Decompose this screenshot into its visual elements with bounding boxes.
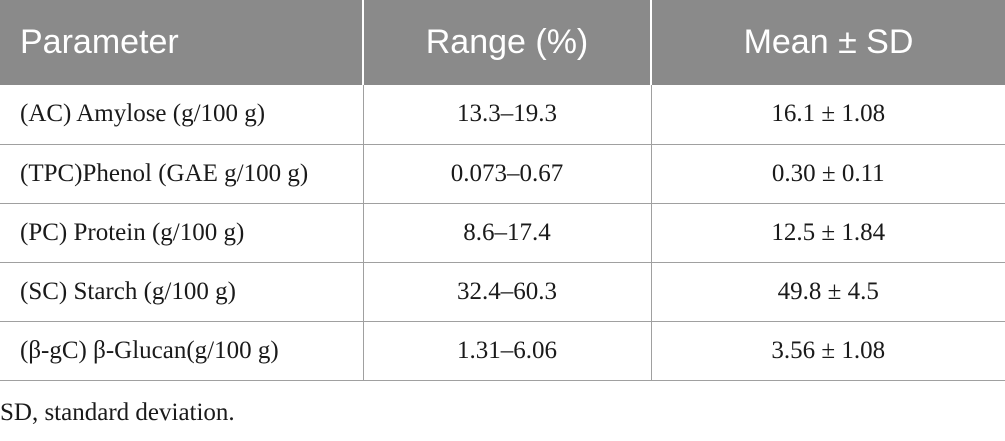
header-row: Parameter Range (%) Mean ± SD [0,0,1005,85]
table-row: (PC) Protein (g/100 g) 8.6–17.4 12.5 ± 1… [0,203,1005,263]
table-body: (AC) Amylose (g/100 g) 13.3–19.3 16.1 ± … [0,85,1005,381]
cell-parameter: (PC) Protein (g/100 g) [0,203,364,263]
cell-mean-sd: 12.5 ± 1.84 [651,203,1005,263]
cell-mean-sd: 49.8 ± 4.5 [651,262,1005,322]
table-row: (TPC)Phenol (GAE g/100 g) 0.073–0.67 0.3… [0,144,1005,204]
cell-range: 0.073–0.67 [363,144,652,204]
data-table-container: Parameter Range (%) Mean ± SD (AC) Amylo… [0,0,1005,381]
header-range: Range (%) [363,0,652,85]
cell-mean-sd: 16.1 ± 1.08 [651,85,1005,145]
cell-parameter: (β-gC) β-Glucan(g/100 g) [0,321,364,381]
cell-mean-sd: 0.30 ± 0.11 [651,144,1005,204]
cell-range: 13.3–19.3 [363,85,652,145]
parameter-table: Parameter Range (%) Mean ± SD (AC) Amylo… [0,0,1005,381]
cell-mean-sd: 3.56 ± 1.08 [651,321,1005,381]
table-row: (SC) Starch (g/100 g) 32.4–60.3 49.8 ± 4… [0,262,1005,322]
cell-range: 1.31–6.06 [363,321,652,381]
table-row: (AC) Amylose (g/100 g) 13.3–19.3 16.1 ± … [0,85,1005,145]
table-header: Parameter Range (%) Mean ± SD [0,0,1005,85]
cell-parameter: (SC) Starch (g/100 g) [0,262,364,322]
table-footnote: SD, standard deviation. [0,399,235,426]
table-row: (β-gC) β-Glucan(g/100 g) 1.31–6.06 3.56 … [0,321,1005,381]
cell-range: 8.6–17.4 [363,203,652,263]
header-mean-sd: Mean ± SD [743,23,914,61]
header-parameter: Parameter [0,0,364,85]
cell-parameter: (TPC)Phenol (GAE g/100 g) [0,144,364,204]
cell-parameter: (AC) Amylose (g/100 g) [0,85,364,145]
cell-range: 32.4–60.3 [363,262,652,322]
